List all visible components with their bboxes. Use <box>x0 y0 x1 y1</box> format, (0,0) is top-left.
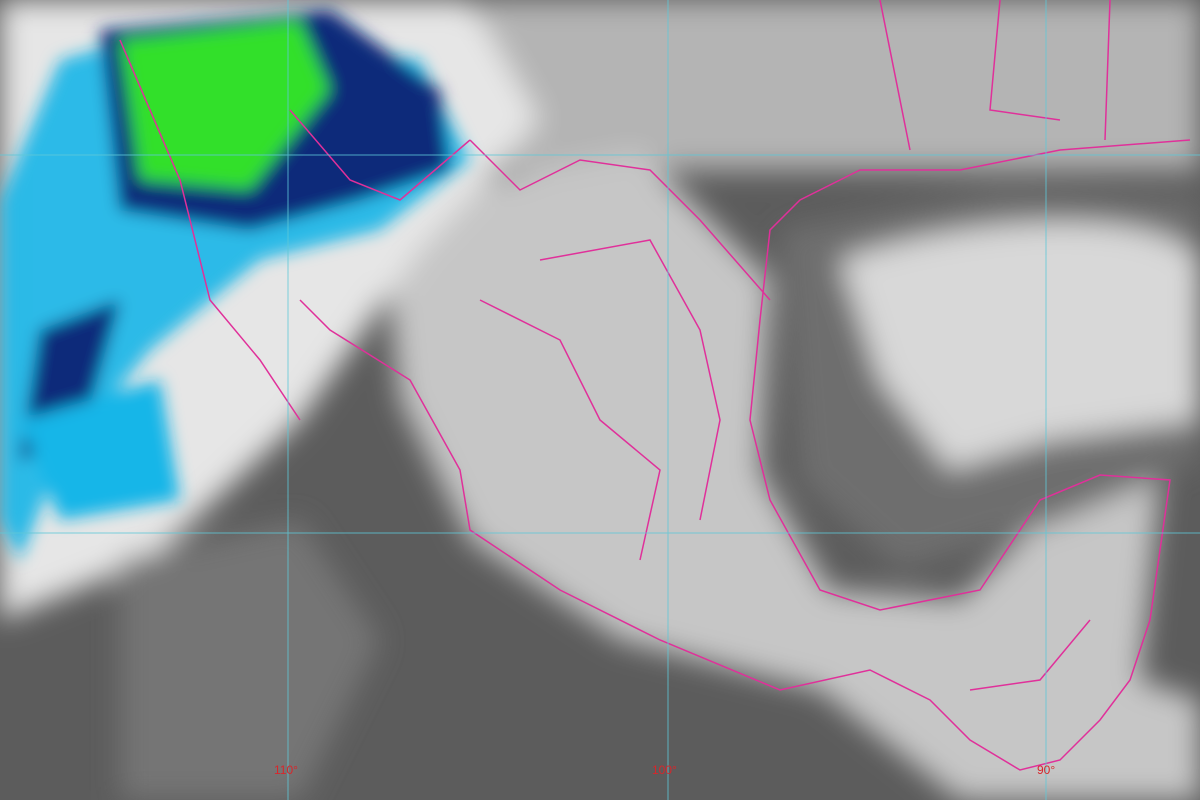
coastline-and-borders <box>119 0 1191 771</box>
land-usa <box>480 0 1200 170</box>
longitude-label-110: 110° <box>274 763 298 777</box>
longitude-label-100: 100° <box>652 763 677 777</box>
longitude-label-90: 90° <box>1037 763 1056 777</box>
land-mexico <box>380 150 1200 800</box>
pacific-haze <box>120 520 380 800</box>
gulf-cloud-band <box>840 222 1200 470</box>
